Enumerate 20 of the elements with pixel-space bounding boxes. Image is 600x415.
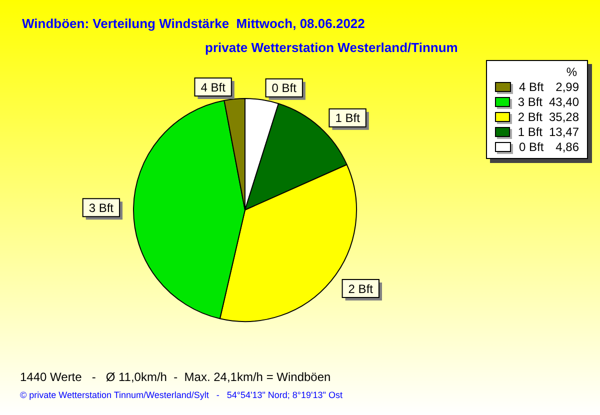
- chart-title: Windböen: Verteilung Windstärke Mittwoch, 08.06.2022: [22, 16, 365, 31]
- data-label: 13,47: [548, 124, 579, 138]
- legend-label: 3 Bft: [518, 94, 544, 108]
- legend-label: 4 Bft: [519, 80, 545, 94]
- data-label: 4,86: [554, 140, 579, 154]
- slice-label: 0 Bft: [272, 81, 298, 96]
- legend-label: 2 Bft: [518, 110, 544, 124]
- text: 1440 Werte - Ø 11,0km/h - Max. 24,1km/h = Windböen: [20, 370, 331, 384]
- text: © private Wetterstation Tinnum/Westerland/Sylt - 54°54'13" Nord; 8°19'13" Ost: [20, 390, 342, 400]
- chart-subtitle: private Wetterstation Westerland/Tinnum: [205, 40, 458, 55]
- slice-label: 3 Bft: [88, 200, 114, 215]
- data-label: 43,40: [548, 94, 579, 108]
- slice-label: 1 Bft: [335, 111, 361, 126]
- legend-title: %: [565, 65, 578, 79]
- slice-label: 2 Bft: [348, 282, 374, 296]
- data-label: 2,99: [554, 80, 579, 94]
- legend-label: 1 Bft: [518, 124, 544, 138]
- slice-label: 4 Bft: [200, 80, 226, 94]
- data-label: 35,28: [548, 110, 579, 124]
- legend-label: 0 Bft: [519, 140, 545, 154]
